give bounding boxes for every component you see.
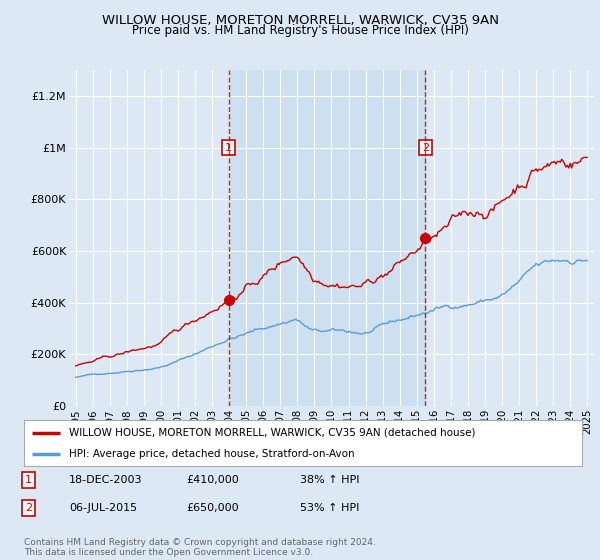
Bar bbox=[229, 70, 425, 406]
Text: HPI: Average price, detached house, Stratford-on-Avon: HPI: Average price, detached house, Stra… bbox=[68, 450, 354, 459]
Text: 2: 2 bbox=[25, 503, 32, 513]
Text: Contains HM Land Registry data © Crown copyright and database right 2024.
This d: Contains HM Land Registry data © Crown c… bbox=[24, 538, 376, 557]
Text: 38% ↑ HPI: 38% ↑ HPI bbox=[300, 475, 359, 485]
Text: £650,000: £650,000 bbox=[186, 503, 239, 513]
Text: WILLOW HOUSE, MORETON MORRELL, WARWICK, CV35 9AN: WILLOW HOUSE, MORETON MORRELL, WARWICK, … bbox=[101, 14, 499, 27]
Text: WILLOW HOUSE, MORETON MORRELL, WARWICK, CV35 9AN (detached house): WILLOW HOUSE, MORETON MORRELL, WARWICK, … bbox=[68, 428, 475, 438]
Text: 1: 1 bbox=[25, 475, 32, 485]
Text: 1: 1 bbox=[225, 143, 232, 152]
Text: 18-DEC-2003: 18-DEC-2003 bbox=[69, 475, 143, 485]
Text: Price paid vs. HM Land Registry's House Price Index (HPI): Price paid vs. HM Land Registry's House … bbox=[131, 24, 469, 37]
Text: 06-JUL-2015: 06-JUL-2015 bbox=[69, 503, 137, 513]
Text: £410,000: £410,000 bbox=[186, 475, 239, 485]
Text: 2: 2 bbox=[422, 143, 429, 152]
Text: 53% ↑ HPI: 53% ↑ HPI bbox=[300, 503, 359, 513]
